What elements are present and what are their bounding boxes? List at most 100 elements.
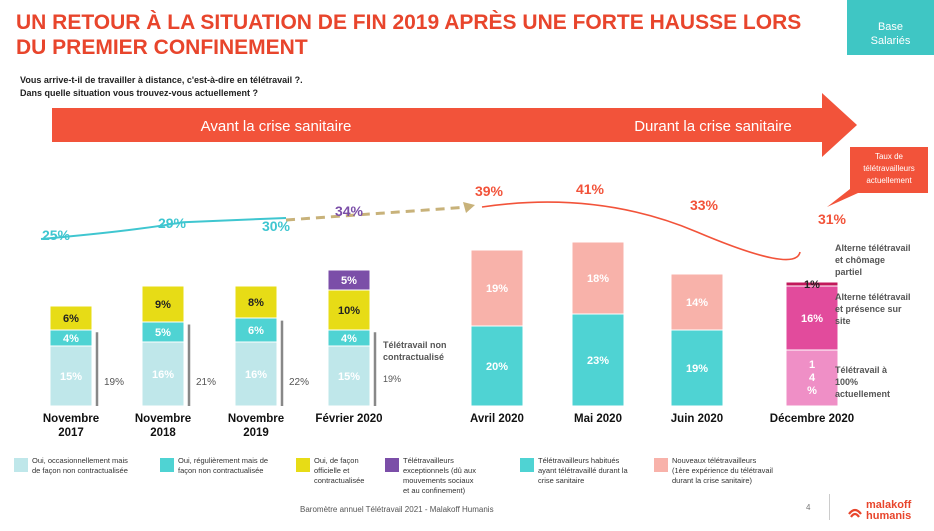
base-badge: Base Salariés bbox=[847, 0, 934, 55]
total-rate-label: 31% bbox=[818, 211, 847, 227]
category-label: 2018 bbox=[150, 427, 176, 439]
bar-value-label: 4 bbox=[809, 372, 816, 384]
survey-question: Vous arrive-t-il de travailler à distanc… bbox=[20, 74, 303, 100]
legend-swatch bbox=[520, 458, 534, 472]
legend-swatch bbox=[14, 458, 28, 472]
category-label: Juin 2020 bbox=[671, 413, 723, 425]
bar-value-label: 4% bbox=[341, 333, 357, 345]
chart-legend: Oui, occasionnellement mais de façon non … bbox=[0, 452, 934, 502]
bar-segment-occasional bbox=[49, 345, 93, 407]
logo-line-2: humanis bbox=[866, 510, 912, 522]
logo-line-1: malakoff bbox=[866, 499, 912, 511]
legend-item-official: Oui, de façon officielle et contractualisé… bbox=[296, 456, 364, 486]
badge-line-2: Salariés bbox=[870, 35, 911, 47]
bar-segment-full_time bbox=[785, 349, 839, 407]
total-rate-label: 34% bbox=[335, 203, 364, 219]
legend-text-line: durant la crise sanitaire) bbox=[672, 476, 753, 485]
logo-icon bbox=[848, 508, 862, 518]
legend-swatch bbox=[160, 458, 174, 472]
total-rate-label: 41% bbox=[576, 181, 605, 197]
brand-logo: malakoff humanis bbox=[848, 500, 911, 522]
legend-text-line: Nouveaux télétravailleurs bbox=[672, 456, 757, 465]
bar-value-label: % bbox=[807, 385, 817, 397]
total-rate-label: 29% bbox=[158, 215, 187, 231]
legend-swatch bbox=[385, 458, 399, 472]
legend-text: Oui, occasionnellement mais de façon non … bbox=[32, 456, 128, 476]
bar-segment-official bbox=[234, 285, 278, 319]
december-segment-note: Alterne télétravail bbox=[835, 243, 911, 253]
legend-text-line: Oui, occasionnellement mais bbox=[32, 456, 128, 465]
total-rate-label: 33% bbox=[690, 197, 719, 213]
legend-text-line: Télétravailleurs habitués bbox=[538, 456, 620, 465]
bar-value-label: 10% bbox=[338, 305, 360, 317]
trend-line-during bbox=[481, 201, 801, 261]
bar-value-label: 19% bbox=[686, 363, 708, 375]
non-contract-note: contractualisé bbox=[383, 352, 444, 362]
legend-item-habitual: Télétravailleurs habitués ayant télétrava… bbox=[520, 456, 628, 486]
bar-segment-new bbox=[670, 273, 724, 331]
legend-text-line: ayant télétravaillé durant la bbox=[538, 466, 628, 475]
non-contract-value: 22% bbox=[289, 377, 309, 388]
legend-text: Télétravailleurs habitués ayant télétrava… bbox=[538, 456, 628, 486]
legend-text-line: crise sanitaire bbox=[538, 476, 585, 485]
footer-divider bbox=[829, 494, 830, 520]
bar-value-label: 4% bbox=[63, 333, 79, 345]
bar-segment-new bbox=[470, 249, 524, 327]
bar-value-label: 16% bbox=[245, 369, 267, 381]
bar-value-label: 16% bbox=[801, 313, 823, 325]
non-contract-note: Télétravail non bbox=[383, 340, 447, 350]
bar-value-label: 23% bbox=[587, 355, 609, 367]
legend-text-line: façon non contractualisée bbox=[178, 466, 264, 475]
non-contract-value: 19% bbox=[104, 377, 124, 388]
legend-text-line: Oui, régulièrement mais de bbox=[178, 456, 269, 465]
legend-text-line: et au confinement) bbox=[403, 486, 466, 495]
non-contract-value: 21% bbox=[196, 377, 216, 388]
bar-value-label: 1 bbox=[809, 359, 815, 371]
arrow-label-before: Avant la crise sanitaire bbox=[201, 118, 352, 135]
legend-text-line: (1ère expérience du télétravail bbox=[672, 466, 773, 475]
trend-line-before bbox=[40, 217, 287, 240]
bar-value-label: 15% bbox=[60, 371, 82, 383]
bar-value-label: 6% bbox=[248, 325, 264, 337]
december-segment-note: actuellement bbox=[835, 389, 890, 399]
bar-segment-regular bbox=[234, 317, 278, 343]
bar-value-label: 8% bbox=[248, 297, 264, 309]
category-label: Novembre bbox=[43, 413, 99, 425]
bar-segment-habitual bbox=[670, 329, 724, 407]
bar-value-label: 16% bbox=[152, 369, 174, 381]
bar-segment-alt_chomage bbox=[785, 281, 839, 287]
bar-value-label: 1% bbox=[804, 279, 820, 291]
legend-item-new: Nouveaux télétravailleurs (1ère expérienc… bbox=[654, 456, 773, 486]
bar-segment-habitual bbox=[571, 313, 625, 407]
transition-arrowhead bbox=[463, 202, 475, 213]
bar-value-label: 5% bbox=[155, 327, 171, 339]
footer-text: Baromètre annuel Télétravail 2021 - Mala… bbox=[300, 505, 494, 514]
december-segment-note: Alterne télétravail bbox=[835, 292, 911, 302]
bar-segment-official bbox=[327, 289, 371, 331]
december-segment-note: site bbox=[835, 316, 851, 326]
category-label: Décembre 2020 bbox=[770, 413, 854, 425]
category-label: Novembre bbox=[135, 413, 191, 425]
bar-value-label: 18% bbox=[587, 273, 609, 285]
legend-text-line: officielle et bbox=[314, 466, 350, 475]
category-label: Mai 2020 bbox=[574, 413, 622, 425]
december-segment-note: et chômage bbox=[835, 255, 885, 265]
total-rate-label: 30% bbox=[262, 218, 291, 234]
rate-callout-text: télétravailleurs bbox=[863, 164, 915, 173]
bar-segment-new bbox=[571, 241, 625, 315]
category-label: 2019 bbox=[243, 427, 269, 439]
rate-callout-text: Taux de bbox=[875, 152, 904, 161]
december-segment-note: 100% bbox=[835, 377, 858, 387]
bar-value-label: 5% bbox=[341, 275, 357, 287]
question-line-2: Dans quelle situation vous trouvez-vous … bbox=[20, 88, 259, 98]
question-line-1: Vous arrive-t-il de travailler à distanc… bbox=[20, 75, 303, 85]
bar-value-label: 6% bbox=[63, 313, 79, 325]
legend-swatch bbox=[296, 458, 310, 472]
bar-value-label: 14% bbox=[686, 297, 708, 309]
legend-text-line: exceptionnels (dû aux bbox=[403, 466, 476, 475]
legend-item-exceptional: Télétravailleurs exceptionnels (dû aux mou… bbox=[385, 456, 476, 496]
rate-callout-pointer bbox=[827, 189, 858, 207]
legend-text-line: Télétravailleurs bbox=[403, 456, 454, 465]
bar-segment-alt_presence bbox=[785, 285, 839, 351]
legend-text: Télétravailleurs exceptionnels (dû aux mou… bbox=[403, 456, 476, 496]
